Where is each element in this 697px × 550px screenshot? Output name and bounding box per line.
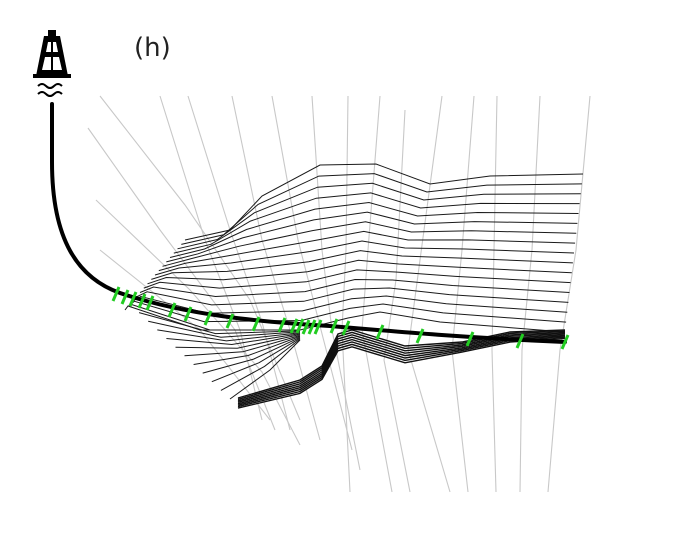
horizon-line bbox=[184, 335, 301, 357]
well-marker bbox=[203, 310, 213, 326]
horizon-line bbox=[202, 336, 301, 374]
well-marker bbox=[415, 328, 425, 344]
fault-line bbox=[361, 95, 393, 493]
horizon-line bbox=[158, 230, 576, 272]
well-marker bbox=[167, 302, 177, 318]
well-marker bbox=[225, 313, 235, 329]
horizon-line bbox=[181, 173, 582, 245]
fault-line bbox=[99, 249, 271, 421]
fault-line bbox=[451, 95, 475, 493]
horizon-line bbox=[220, 338, 301, 391]
well-marker bbox=[295, 318, 305, 334]
fault-line bbox=[95, 199, 301, 446]
well-marker bbox=[128, 291, 138, 307]
well-marker bbox=[277, 317, 287, 333]
fault-line bbox=[519, 95, 541, 493]
well-marker bbox=[120, 289, 130, 305]
drilling-rig-icon bbox=[33, 30, 71, 78]
lower-horizon-bundle bbox=[237, 329, 566, 409]
well-marker bbox=[560, 334, 570, 350]
horizon-line bbox=[166, 333, 301, 346]
well-marker bbox=[313, 319, 323, 335]
horizon-line bbox=[154, 240, 575, 276]
well-marker bbox=[515, 333, 525, 349]
horizon-line bbox=[139, 278, 570, 298]
fault-line bbox=[491, 95, 498, 493]
horizon-line bbox=[136, 287, 569, 306]
well-marker bbox=[145, 295, 155, 311]
horizon-line bbox=[166, 211, 578, 263]
horizon-line bbox=[177, 182, 581, 250]
lower-horizon-line bbox=[237, 335, 566, 406]
horizon-line bbox=[129, 303, 300, 331]
well-marker bbox=[329, 318, 339, 334]
fault-line bbox=[99, 95, 301, 421]
well-marker bbox=[375, 324, 385, 340]
lower-horizon-line bbox=[237, 334, 566, 405]
well-marker bbox=[307, 319, 317, 335]
horizon-line bbox=[148, 320, 301, 338]
horizon-line bbox=[151, 250, 573, 280]
fault-lines bbox=[87, 95, 591, 493]
fault-line bbox=[547, 95, 591, 493]
horizon-line bbox=[138, 312, 301, 335]
lower-horizon-line bbox=[237, 329, 566, 399]
horizon-line bbox=[175, 334, 301, 349]
well-marker bbox=[341, 320, 351, 336]
well-marker bbox=[289, 318, 299, 334]
fault-line bbox=[383, 109, 411, 493]
well-marker bbox=[183, 306, 193, 322]
horizon-line bbox=[193, 335, 301, 365]
wellbore-path bbox=[50, 102, 567, 344]
well-marker bbox=[251, 316, 261, 332]
horizon-line bbox=[211, 337, 301, 383]
horizon-line bbox=[184, 163, 584, 241]
horizon-line bbox=[147, 259, 572, 285]
well-markers bbox=[111, 286, 570, 350]
fault-line bbox=[159, 95, 263, 421]
fault-line bbox=[87, 127, 276, 431]
well-marker bbox=[111, 286, 121, 302]
panel-label: (h) bbox=[134, 33, 171, 63]
horizon-line bbox=[157, 329, 301, 342]
well-marker bbox=[465, 331, 475, 347]
horizon-lines bbox=[124, 163, 584, 400]
horizon-line bbox=[229, 339, 301, 400]
water-waves-icon bbox=[37, 83, 63, 97]
horizon-line bbox=[173, 192, 580, 254]
fault-line bbox=[271, 95, 353, 451]
fault-line bbox=[187, 95, 291, 431]
fault-line bbox=[311, 95, 361, 471]
fault-line bbox=[341, 95, 351, 493]
lower-horizon-line bbox=[237, 336, 566, 408]
horizon-line bbox=[169, 201, 579, 258]
horizon-line bbox=[162, 221, 577, 267]
fault-line bbox=[407, 95, 451, 493]
horizon-line bbox=[143, 269, 571, 289]
well-marker bbox=[301, 319, 311, 335]
well-marker bbox=[137, 293, 147, 309]
lower-horizon-line bbox=[237, 337, 566, 409]
horizon-line bbox=[128, 300, 567, 323]
